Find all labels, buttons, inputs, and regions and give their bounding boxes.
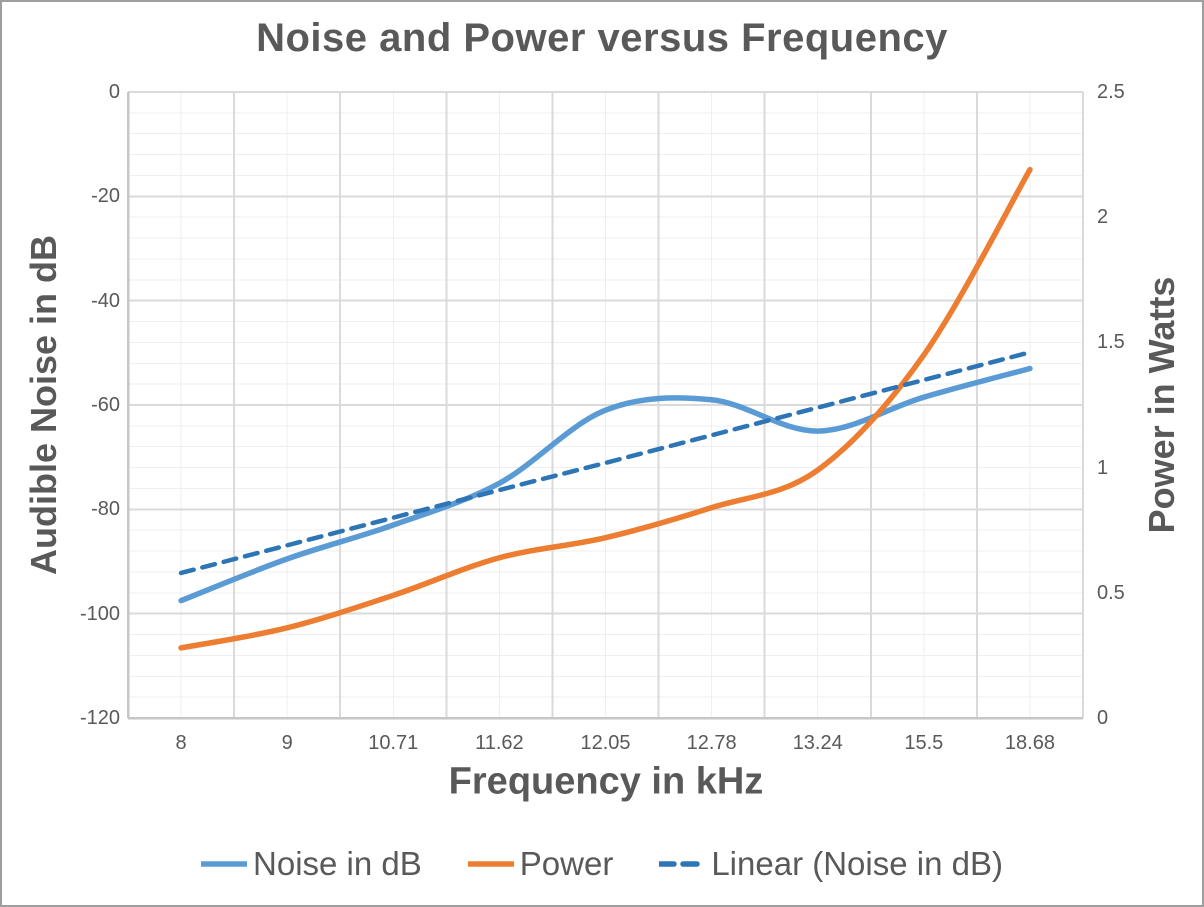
x-axis-tick: 12.78 <box>686 732 737 754</box>
right-axis-tick: 0.5 <box>1097 581 1125 604</box>
x-axis-tick: 18.68 <box>1004 732 1055 754</box>
chart-title: Noise and Power versus Frequency <box>256 16 948 60</box>
power-line <box>178 166 1033 651</box>
legend-line-swatch <box>201 861 248 867</box>
x-axis-tick: 11.62 <box>475 732 524 754</box>
legend-label: Noise in dB <box>253 845 422 882</box>
x-axis-tick: 13.24 <box>792 732 843 754</box>
x-axis-tick: 15.5 <box>904 732 944 754</box>
left-axis-tick: 0 <box>108 81 120 103</box>
legend: Noise in dB Power Linear (Noise in dB) <box>2 840 1202 888</box>
x-axis-tick: 12.05 <box>580 732 631 754</box>
legend-label: Power <box>519 845 614 882</box>
right-axis-tick: 2 <box>1097 206 1109 229</box>
x-axis-tick: 10.71 <box>368 732 419 754</box>
left-axis-tick: -60 <box>91 394 120 416</box>
legend-line-swatch <box>659 861 706 867</box>
x-axis-title: Frequency in kHz <box>448 760 764 803</box>
right-axis-tick: 2.5 <box>1097 81 1125 103</box>
right-axis-tick: 1.5 <box>1097 331 1125 354</box>
linear-noise-in-db-line <box>178 350 1033 576</box>
legend-label: Linear (Noise in dB) <box>711 845 1003 882</box>
legend-item-power: Power <box>467 845 614 883</box>
left-axis-tick: -80 <box>91 498 120 521</box>
left-axis-tick: -40 <box>91 289 120 312</box>
legend-line-swatch <box>467 861 514 867</box>
noise-in-db-line <box>178 365 1033 604</box>
left-axis-tick: -120 <box>79 707 120 729</box>
legend-item-noise-in-db: Noise in dB <box>201 845 422 883</box>
legend-item-linear-noise-in-db: Linear (Noise in dB) <box>659 845 1003 883</box>
left-axis-tick: -20 <box>91 185 120 208</box>
right-axis-tick: 0 <box>1097 707 1109 729</box>
x-axis-tick: 8 <box>175 732 187 754</box>
left-axis-tick: -100 <box>79 602 120 625</box>
x-axis-tick: 9 <box>281 732 293 754</box>
right-axis-tick: 1 <box>1097 456 1109 479</box>
